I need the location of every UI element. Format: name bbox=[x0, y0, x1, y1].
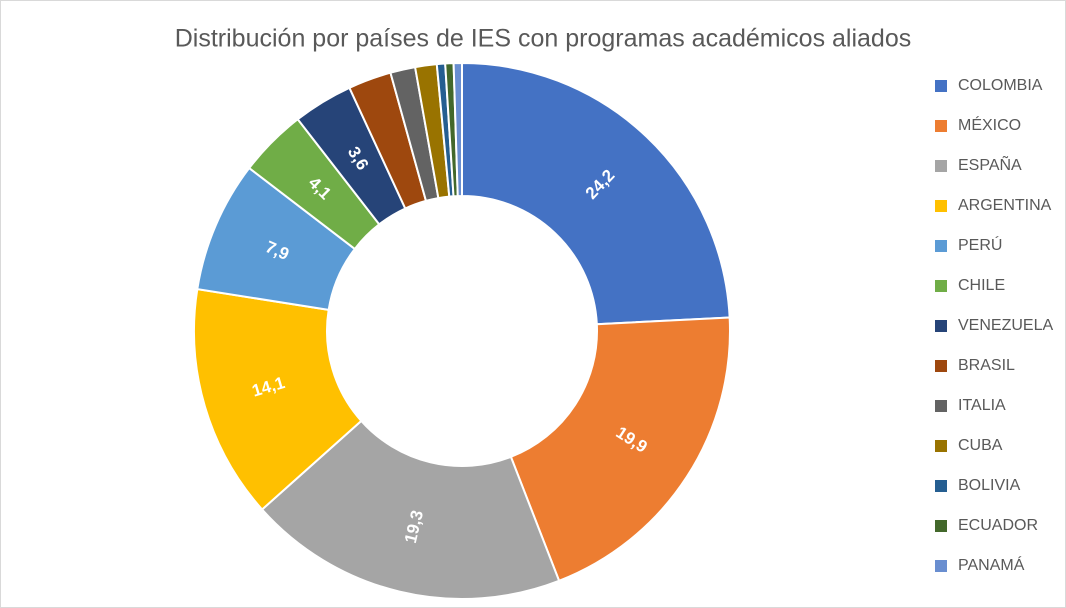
legend-label: BRASIL bbox=[958, 357, 1015, 374]
legend-swatch bbox=[935, 120, 947, 132]
legend-label: ARGENTINA bbox=[958, 197, 1052, 214]
legend-label: PERÚ bbox=[958, 235, 1002, 254]
legend-swatch bbox=[935, 440, 947, 452]
chart-title: Distribución por países de IES con progr… bbox=[175, 25, 912, 53]
legend-swatch bbox=[935, 280, 947, 292]
legend-label: BOLIVIA bbox=[958, 477, 1021, 494]
donut-slice bbox=[193, 287, 363, 511]
legend-label: ITALIA bbox=[958, 397, 1006, 414]
donut-slice bbox=[461, 61, 731, 326]
legend-label: COLOMBIA bbox=[958, 77, 1043, 94]
legend-swatch bbox=[935, 520, 947, 532]
legend-swatch bbox=[935, 160, 947, 172]
legend-swatch bbox=[935, 80, 947, 92]
legend-swatch bbox=[935, 480, 947, 492]
legend-label: MÉXICO bbox=[958, 115, 1021, 134]
legend-swatch bbox=[935, 200, 947, 212]
legend-label: ECUADOR bbox=[958, 517, 1038, 534]
donut-slice bbox=[509, 316, 731, 583]
legend-label: PANAMÁ bbox=[958, 555, 1025, 574]
legend-label: CUBA bbox=[958, 437, 1003, 454]
legend-label: ESPAÑA bbox=[958, 154, 1022, 174]
donut-slice bbox=[260, 419, 561, 600]
legend-swatch bbox=[935, 320, 947, 332]
legend-swatch bbox=[935, 360, 947, 372]
legend-label: VENEZUELA bbox=[958, 317, 1053, 334]
legend-swatch bbox=[935, 560, 947, 572]
donut-slice bbox=[452, 61, 463, 198]
legend-label: CHILE bbox=[958, 277, 1005, 294]
legend-swatch bbox=[935, 400, 947, 412]
legend-swatch bbox=[935, 240, 947, 252]
